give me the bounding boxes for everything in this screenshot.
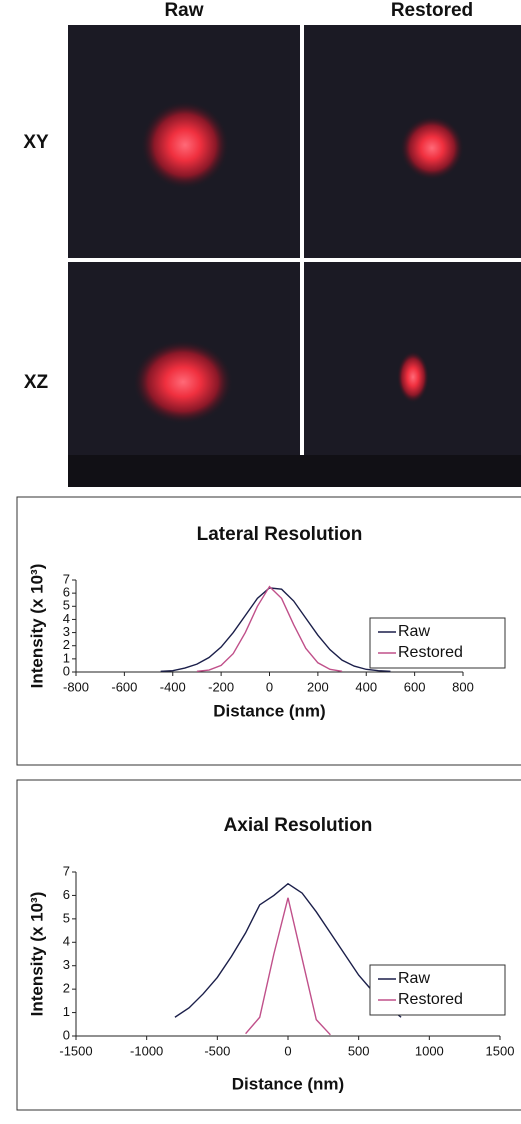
- x-tick-label: -1000: [130, 1043, 163, 1058]
- legend-box: [369, 964, 506, 1016]
- spot: [133, 340, 233, 424]
- spot: [397, 351, 429, 403]
- y-tick-label: 6: [63, 887, 70, 902]
- y-axis-label: Intensity (x 10³): [27, 564, 46, 689]
- y-tick-label: 4: [63, 934, 70, 949]
- x-tick-label: 500: [348, 1043, 370, 1058]
- y-tick-label: 3: [63, 624, 70, 639]
- x-tick-label: 600: [404, 679, 426, 694]
- x-tick-label: 800: [452, 679, 474, 694]
- chart: Axial Resolution 0 1 2 3 4 5 6 7 -1500 -1000 -500 0 5…: [16, 779, 521, 1111]
- image-strip: [68, 455, 521, 487]
- spot: [141, 101, 229, 189]
- chart-title: Axial Resolution: [224, 815, 373, 836]
- y-tick-label: 7: [63, 863, 70, 878]
- x-tick-label: -500: [204, 1043, 230, 1058]
- column-label: Restored: [391, 0, 473, 21]
- y-axis-label: Intensity (x 10³): [27, 892, 46, 1017]
- legend-box: [369, 617, 506, 669]
- y-tick-label: 5: [63, 910, 70, 925]
- chart-frame: [16, 779, 521, 1111]
- y-tick-label: 0: [63, 663, 70, 678]
- y-tick-label: 2: [63, 637, 70, 652]
- y-tick-label: 0: [63, 1027, 70, 1042]
- x-tick-label: -200: [208, 679, 234, 694]
- chart-frame: [16, 496, 521, 766]
- image-grid: [68, 25, 521, 487]
- y-tick-label: 3: [63, 957, 70, 972]
- y-tick-label: 2: [63, 981, 70, 996]
- y-tick-label: 7: [63, 571, 70, 586]
- x-tick-label: 200: [307, 679, 329, 694]
- x-tick-label: 1500: [486, 1043, 515, 1058]
- legend-label: Restored: [398, 644, 463, 661]
- x-tick-label: -600: [111, 679, 137, 694]
- x-axis-label: Distance (nm): [213, 701, 325, 720]
- y-tick-label: 1: [63, 1004, 70, 1019]
- legend-label: Restored: [398, 991, 463, 1008]
- legend-label: Raw: [398, 970, 430, 987]
- x-tick-label: 1000: [415, 1043, 444, 1058]
- y-tick-label: 4: [63, 611, 70, 626]
- x-tick-label: -400: [160, 679, 186, 694]
- x-axis-label: Distance (nm): [232, 1074, 344, 1093]
- x-tick-label: 0: [266, 679, 273, 694]
- x-tick-label: 400: [355, 679, 377, 694]
- row-label: XY: [23, 132, 49, 153]
- chart-title: Lateral Resolution: [197, 524, 363, 545]
- x-tick-label: -800: [63, 679, 89, 694]
- y-tick-label: 6: [63, 585, 70, 600]
- column-label: Raw: [164, 0, 203, 21]
- series-line: [174, 882, 402, 1018]
- series-line: [245, 897, 331, 1036]
- x-tick-label: 0: [284, 1043, 291, 1058]
- y-tick-label: 5: [63, 598, 70, 613]
- y-tick-label: 1: [63, 650, 70, 665]
- row-label: XZ: [24, 372, 49, 393]
- series-line: [160, 587, 391, 673]
- legend-label: Raw: [398, 623, 430, 640]
- spot: [400, 116, 464, 180]
- x-tick-label: -1500: [59, 1043, 92, 1058]
- series-line: [196, 585, 343, 673]
